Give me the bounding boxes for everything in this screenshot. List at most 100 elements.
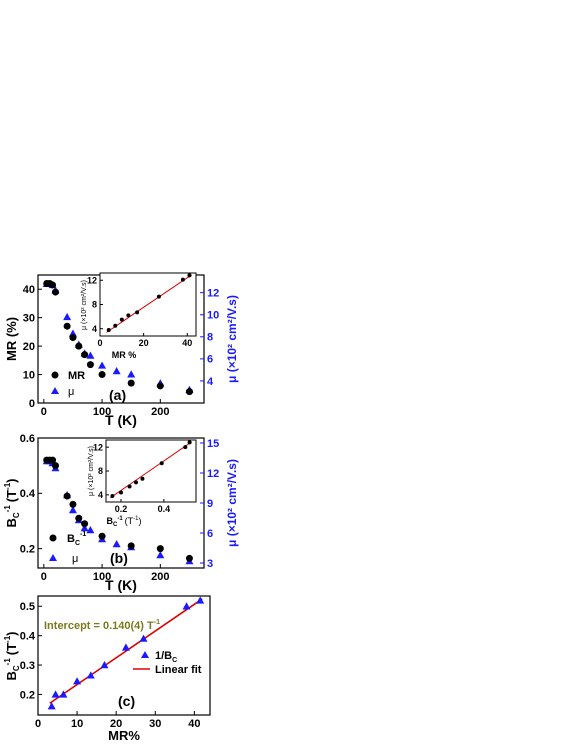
panel-a-mr-points — [43, 280, 193, 396]
panel-c-annotation-text: Intercept = 0.140(4) T — [44, 620, 154, 632]
panel-b-bc-point-7 — [81, 520, 89, 528]
panel-c-y-tick-label-1: 0.3 — [20, 660, 35, 672]
panel-c-ylabel-close: ) — [4, 631, 19, 635]
panel-b-xtick-label-0: 0 — [41, 571, 47, 583]
panel-b-bc-points — [43, 456, 193, 562]
panel-b-ylabel-sup: -1 — [3, 505, 12, 513]
panel-c-annotation: Intercept = 0.140(4) T-1 — [44, 619, 160, 632]
panel-a-mr-point-7 — [81, 351, 89, 359]
panel-a-mr-point-12 — [185, 388, 193, 396]
panel-b-inset-point-5 — [159, 461, 164, 466]
panel-c-xlabel: MR% — [108, 728, 140, 743]
panel-c-ylabel-unit: (T — [4, 643, 19, 655]
panel-c-point-6 — [121, 643, 130, 651]
panel-b-yleft-tick-label-0: 0.2 — [20, 543, 35, 555]
panel-b-legend: BC-1 μ — [49, 531, 86, 565]
panel-a-inset-xtick-label-0: 0 — [97, 338, 102, 348]
panel-b-ylabel-unit-sup: -1 — [3, 482, 12, 490]
panel-b-inset-xlabel-close: ) — [139, 516, 142, 526]
panel-a-yleft-tick-label-1: 10 — [23, 369, 35, 381]
panel-a-yleft-tick-label-3: 30 — [23, 313, 35, 325]
panel-b-mu-point-8 — [86, 526, 95, 534]
panel-b-yright-tick-label-3: 12 — [207, 468, 219, 480]
panel-b-mu-point-12 — [156, 551, 165, 559]
panel-a-yleft-tick-label-4: 40 — [23, 284, 35, 296]
panel-c-ylabel-sup: -1 — [3, 658, 12, 666]
panel-b-xtick-label-2: 200 — [151, 571, 169, 583]
panel-a-inset-y-tick-label-1: 8 — [92, 300, 97, 310]
panel-b-y-left-ticks: 0.2 0.4 0.6 — [20, 433, 42, 555]
panel-b-bc-point-4 — [63, 492, 71, 500]
panel-b-x-ticks: 0 100 200 — [41, 564, 169, 583]
panel-c-points — [47, 596, 205, 710]
panel-b-inset-xlabel-sub: C — [113, 522, 118, 528]
panel-c-x-ticks: 0 10 20 30 40 — [35, 711, 200, 730]
panel-c-point-1 — [51, 690, 60, 698]
panel-a-xtick-label-2: 200 — [151, 406, 169, 418]
panel-b-inset-xtick-label-1: 0.4 — [158, 504, 171, 514]
panel-b-inset-y-tick-label-0: 4 — [98, 490, 103, 500]
panel-b-bc-point-2 — [49, 456, 57, 464]
panel-a-mu-point-4 — [63, 312, 72, 321]
panel-a-mr-point-5 — [69, 334, 77, 342]
panel-b-inset-xlabel-sup: -1 — [117, 516, 123, 522]
panel-a-ylabel-right: μ (×10² cm²/V.s) — [225, 295, 239, 383]
panel-a-legend-mr-label: MR — [68, 370, 85, 382]
panel-b-mu-point-5 — [68, 506, 77, 514]
panel-a-inset-x-ticks: 0 20 40 — [97, 333, 192, 348]
panel-c-legend-points-sub: C — [172, 657, 177, 664]
panel-b-inset-y-ticks: 4 8 12 — [93, 442, 109, 500]
panel-b-xlabel: T (K) — [105, 577, 137, 593]
panel-a-legend-mr-marker — [51, 371, 59, 379]
panel-c-y-tick-label-3: 0.5 — [20, 601, 35, 613]
panel-a-inset-point-3 — [126, 313, 131, 318]
panel-b-inset-xlabel-unit: (T — [125, 516, 134, 526]
panel-b-inset-point-0 — [110, 494, 115, 499]
panel-a-mu-point-9 — [98, 361, 107, 369]
panel-c-point-4 — [86, 671, 95, 679]
panel-c-point-9 — [196, 596, 205, 604]
panel-a-inset-fit-line — [106, 274, 192, 333]
panel-a-legend-mu-marker — [51, 387, 59, 394]
panel-c-y-tick-label-0: 0.2 — [20, 689, 35, 701]
panel-c-legend-points-main: 1/B — [155, 650, 172, 662]
panel-a-x-ticks: 0 100 200 — [41, 399, 169, 418]
panel-c: 0 10 20 30 40 0.2 0.3 0.4 0.5 Intercept = 0.140… — [3, 595, 211, 743]
panel-b-ylabel-sub: C — [12, 512, 21, 518]
panel-a-inset-points — [106, 273, 192, 332]
panel-c-ylabel-main: B — [4, 671, 19, 680]
panel-c-linear-fit-line — [49, 598, 203, 704]
panel-b-bc-point-6 — [75, 514, 83, 522]
panel-b-bc-point-9 — [127, 542, 135, 550]
panel-c-y-ticks: 0.2 0.3 0.4 0.5 — [20, 601, 42, 701]
panel-b-bc-point-8 — [98, 532, 106, 540]
panel-a-inset-point-2 — [119, 317, 124, 322]
panel-a-mu-point-8 — [86, 351, 95, 359]
panel-b-ylabel-unit: (T — [4, 490, 19, 502]
panel-b-legend-bc-label: BC-1 — [67, 531, 86, 547]
panel-c-y-tick-label-2: 0.4 — [20, 631, 36, 643]
panel-a-mr-point-4 — [63, 322, 71, 330]
panel-b-yright-tick-label-2: 9 — [207, 498, 213, 510]
panel-a-inset-xtick-label-1: 20 — [139, 338, 149, 348]
panel-b-legend-main: B — [67, 533, 75, 545]
panel-a-inset-xtick-label-2: 40 — [182, 338, 192, 348]
panel-b-xtick-label-1: 100 — [93, 571, 111, 583]
panel-a-mr-point-6 — [75, 342, 83, 350]
panel-c-point-7 — [139, 634, 148, 642]
panel-a-inset-point-6 — [180, 277, 185, 282]
panel-a-yright-tick-label-0: 4 — [207, 376, 214, 388]
panel-b-inset-fit-line — [110, 441, 192, 499]
panel-b-inset-point-2 — [127, 484, 132, 489]
panel-b-ylabel-right: μ (×10² cm²/V.s) — [225, 459, 239, 547]
panel-a-mr-point-3 — [51, 288, 59, 296]
panel-a-yleft-tick-label-0: 0 — [29, 398, 35, 410]
panel-b-legend-mu-marker — [49, 554, 57, 561]
panel-b-bc-point-10 — [156, 545, 164, 553]
panel-b-inset-ylabel: μ (×10² cm²/V.s) — [88, 446, 95, 496]
panel-a-inset-xlabel: MR % — [112, 350, 137, 360]
panel-b-yright-tick-label-1: 6 — [207, 528, 213, 540]
panel-c-xtick-label-3: 30 — [149, 718, 161, 730]
